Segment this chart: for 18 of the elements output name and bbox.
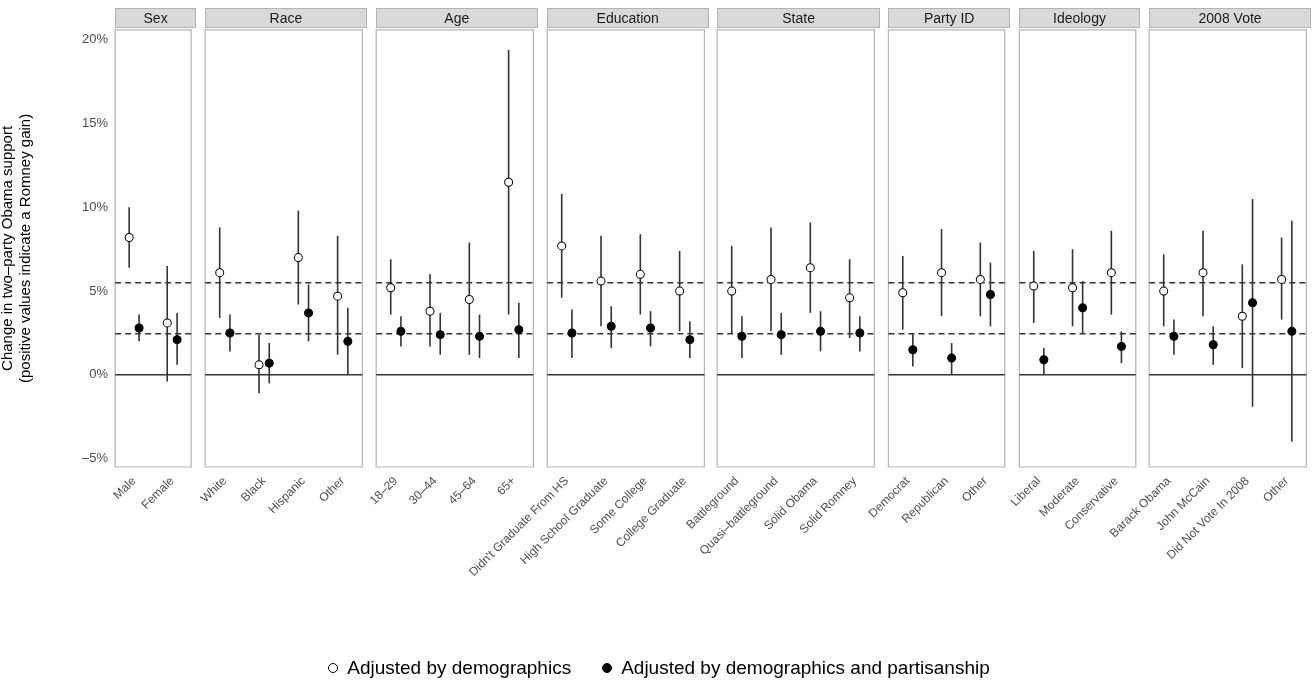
chart-title: Party ID	[888, 8, 1011, 28]
y-tick-label: 15%	[82, 115, 109, 131]
chart-title: Age	[375, 8, 538, 28]
chart-title: State	[717, 8, 880, 28]
chart-title: Race	[204, 8, 368, 28]
y-tick-label: 20%	[82, 31, 109, 47]
chart-title: Sex	[115, 8, 197, 28]
legend-label: Adjusted by demographics and partisanship	[621, 657, 990, 679]
y-tick-label: 10%	[82, 199, 109, 215]
chart-title: Ideology	[1018, 8, 1141, 28]
legend-label: Adjusted by demographics	[347, 657, 572, 679]
y-tick-label: 5%	[89, 282, 109, 298]
y-axis-title: Change in two–party Obama support (positive values indicate a Romney gain)	[0, 113, 34, 384]
y-tick-label: 0%	[89, 366, 109, 382]
chart-title: Education	[546, 8, 709, 28]
y-tick-label: –5%	[82, 450, 109, 466]
chart-title: 2008 Vote	[1148, 8, 1312, 28]
x-tick-label: 65+	[493, 473, 518, 499]
